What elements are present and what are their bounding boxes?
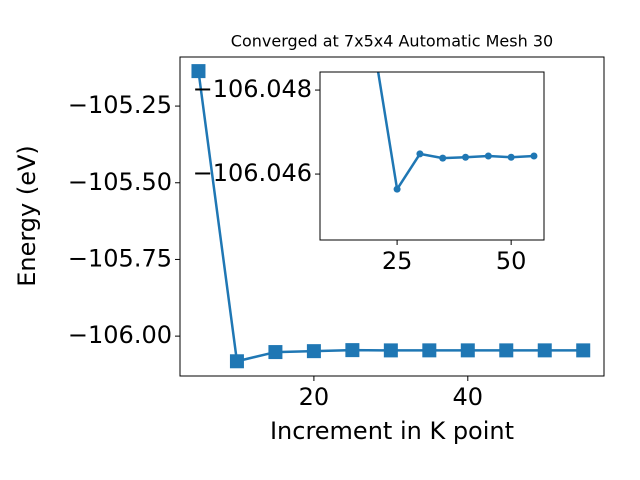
y-axis-label: Energy (eV) (13, 145, 41, 287)
y-tick-label: −106.00 (68, 321, 172, 349)
point (306, 344, 321, 359)
point (416, 150, 424, 158)
y-tick-label: −106.048 (193, 75, 312, 103)
y-tick-label: −105.75 (68, 244, 172, 272)
point (499, 343, 514, 358)
point (345, 343, 360, 358)
x-tick-label: 50 (496, 247, 527, 275)
y-tick-label: −105.25 (68, 91, 172, 119)
chart-title: Converged at 7x5x4 Automatic Mesh 30 (231, 32, 553, 51)
plot-area (191, 64, 591, 369)
x-tick-label: 40 (453, 383, 484, 411)
point (383, 343, 398, 358)
x-tick-label: 20 (299, 383, 330, 411)
point (576, 343, 591, 358)
x-tick-label: 25 (382, 247, 413, 275)
y-tick-label: −106.046 (193, 159, 312, 187)
point (484, 152, 492, 160)
point (460, 343, 475, 358)
point (507, 153, 515, 161)
plot-area (376, 72, 538, 193)
point (268, 345, 283, 360)
point (229, 354, 244, 369)
axes-frame (319, 71, 545, 241)
axes-frame (179, 56, 605, 377)
point (422, 343, 437, 358)
point (439, 154, 447, 162)
x-axis-label: Increment in K point (270, 417, 514, 445)
point (462, 153, 470, 161)
point (191, 64, 206, 79)
series-line (376, 72, 535, 193)
point (530, 152, 538, 160)
point (393, 185, 401, 193)
y-tick-label: −105.50 (68, 168, 172, 196)
inset-axes: 25 50 −106.048 −106.046 (193, 71, 545, 275)
main-axes: 20 40 −106.00 −105.75 −105.50 −105.25 (68, 56, 605, 411)
point (537, 343, 552, 358)
